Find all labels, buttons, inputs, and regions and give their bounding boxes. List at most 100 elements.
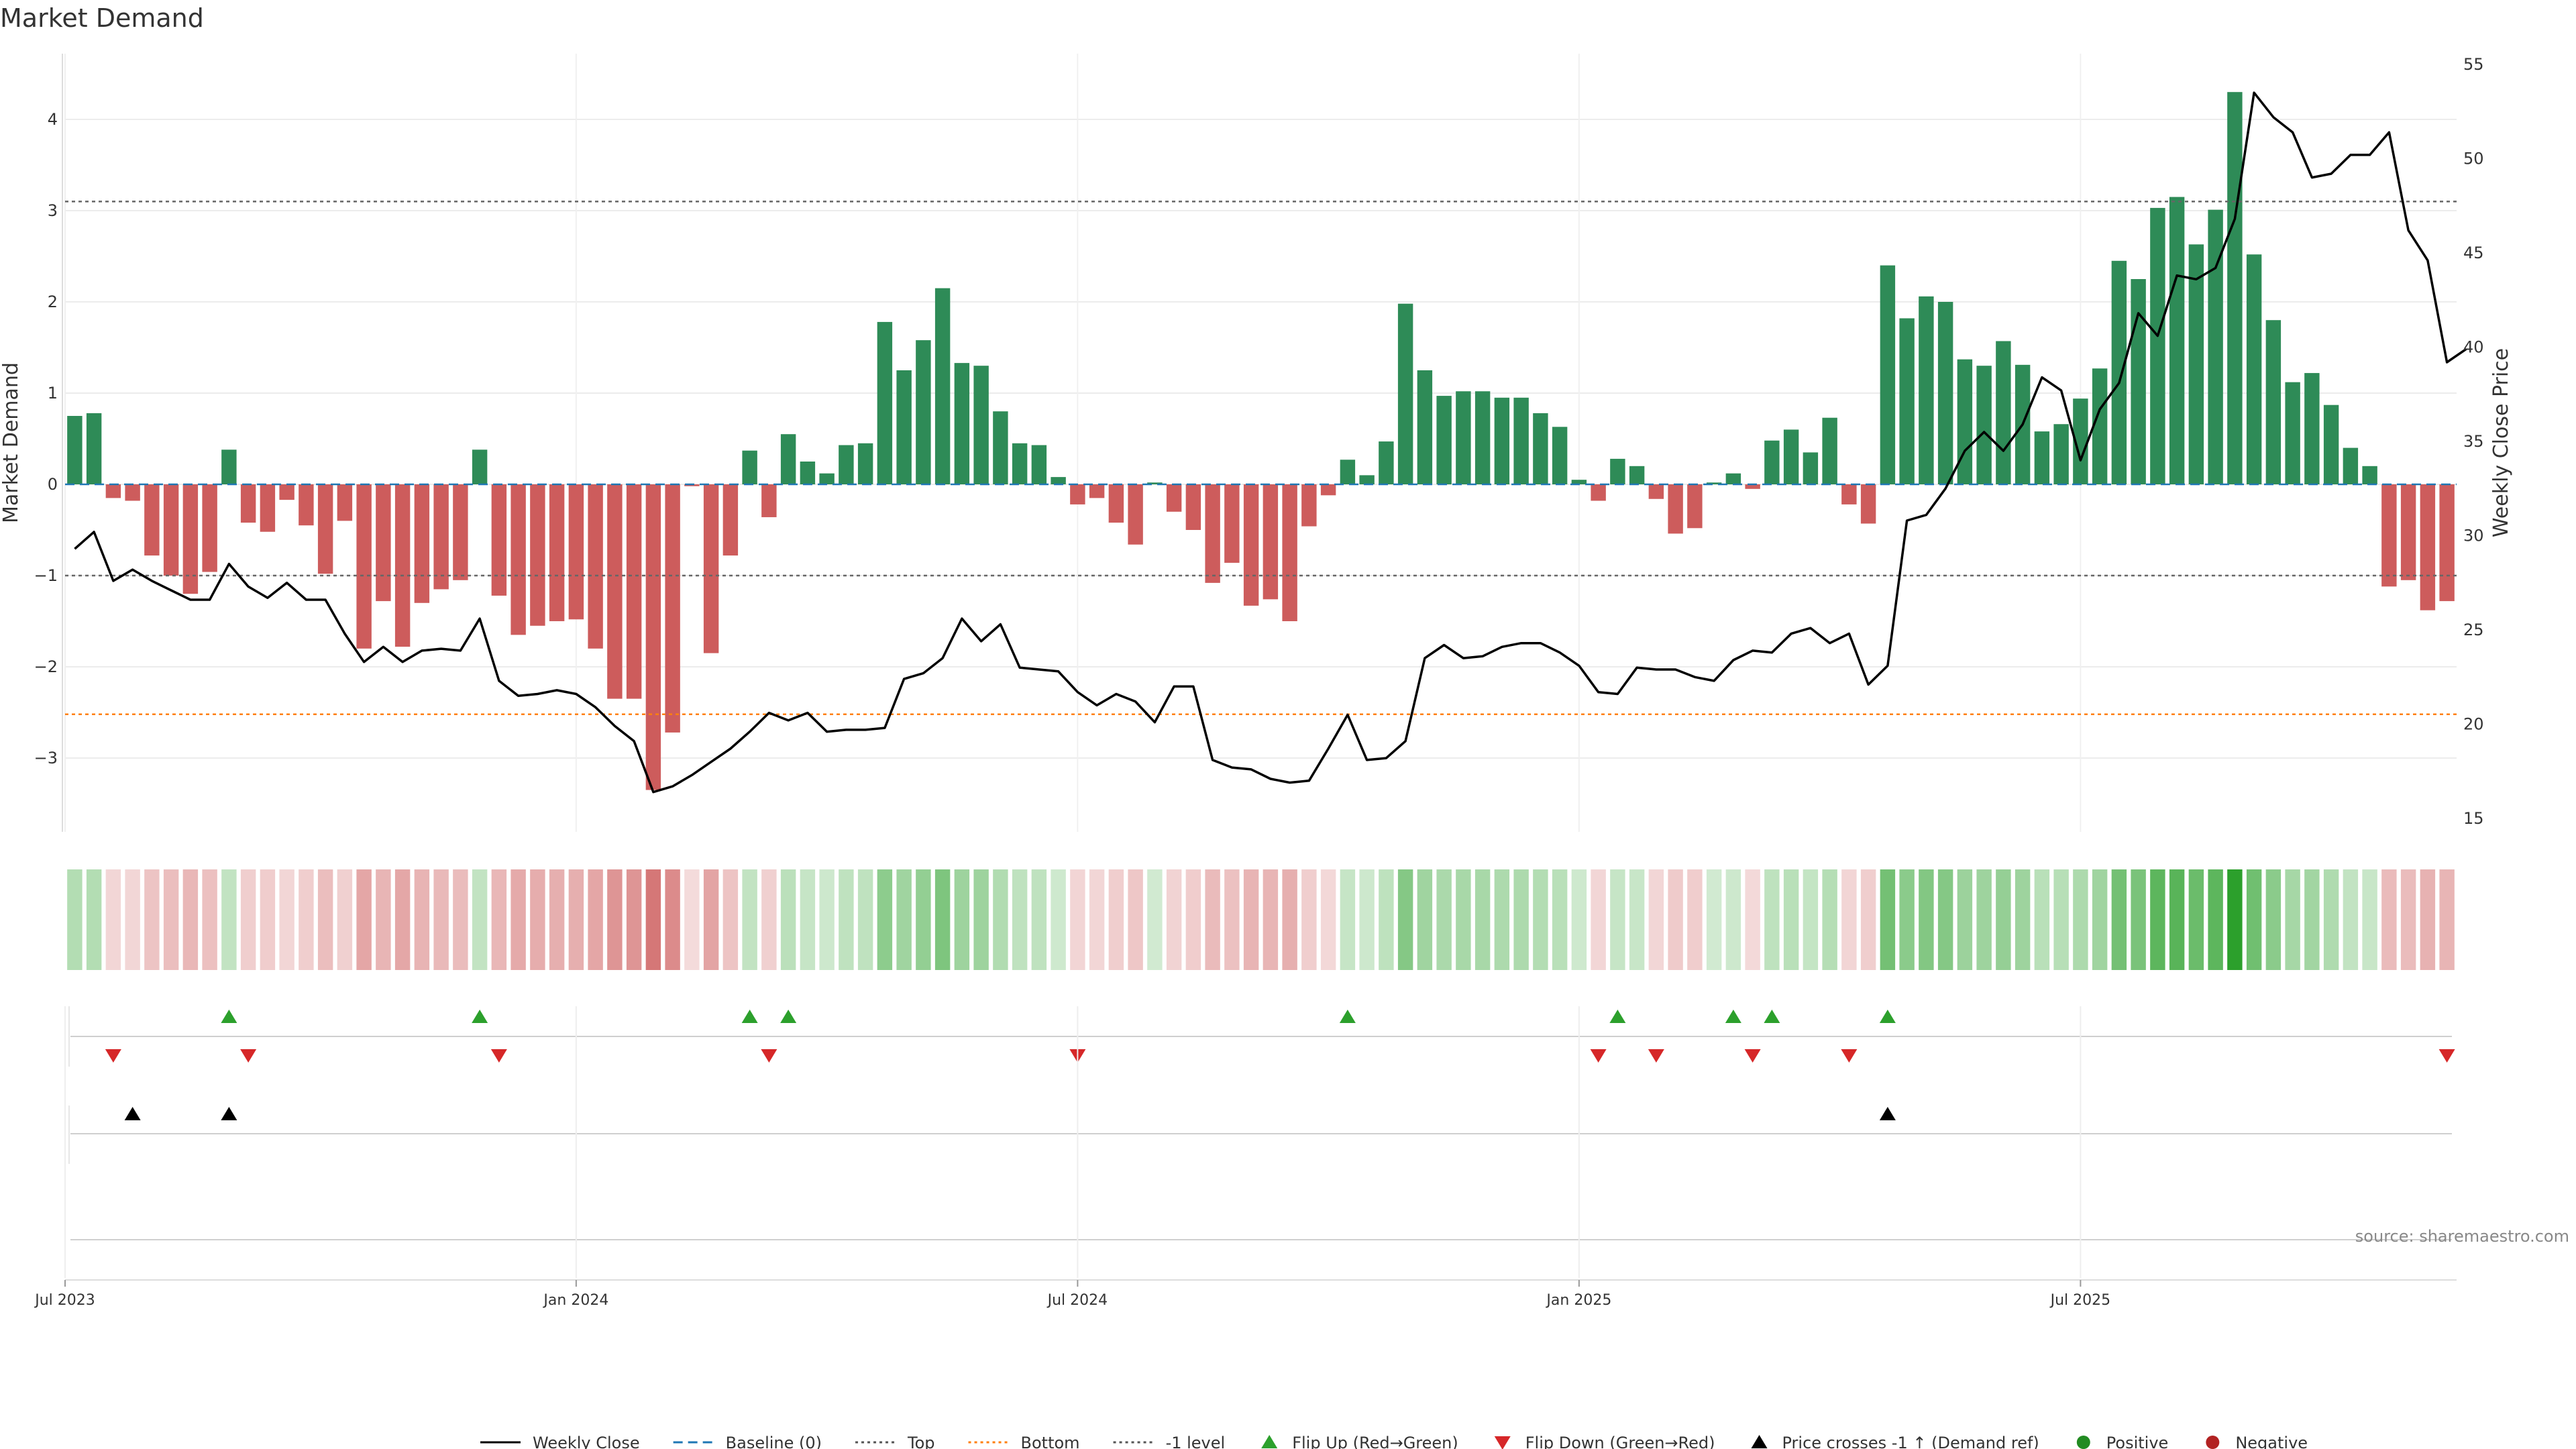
heat-cell	[1205, 869, 1220, 970]
demand-bars	[67, 92, 2455, 790]
heat-cell	[684, 869, 700, 970]
heat-cell	[1166, 869, 1182, 970]
demand-bar	[1108, 484, 1124, 523]
demand-bar	[722, 484, 739, 556]
demand-bar	[2188, 244, 2204, 484]
demand-bar	[1282, 484, 1297, 621]
heat-cell	[491, 869, 507, 970]
demand-bar	[2034, 431, 2050, 484]
legend-symbol-circle	[2076, 1436, 2090, 1449]
heat-cell	[1899, 869, 1915, 970]
demand-bar	[954, 363, 970, 484]
y2-axis-ticks: 15 20 25 30 35 40 45 50 55	[2463, 55, 2484, 828]
demand-bar	[2208, 209, 2223, 484]
y2-axis-label: Weekly Close Price	[2489, 348, 2513, 537]
x-tick-label: Jul 2024	[1046, 1292, 1108, 1309]
heat-cell	[800, 869, 816, 970]
demand-bar	[67, 416, 83, 484]
heat-cell	[86, 869, 102, 970]
demand-bar	[1089, 484, 1105, 498]
heat-cell	[1725, 869, 1741, 970]
legend-item-negative: Negative	[2206, 1434, 2308, 1449]
demand-bar	[1051, 477, 1066, 484]
demand-bar	[2285, 382, 2300, 484]
heat-cell	[1108, 869, 1124, 970]
heat-cell	[993, 869, 1008, 970]
demand-bar	[1012, 443, 1028, 484]
heat-cell	[2131, 869, 2146, 970]
heat-cell	[588, 869, 603, 970]
heat-cell	[1745, 869, 1760, 970]
legend-item-flip-up-red-green: Flip Up (Red→Green)	[1261, 1434, 1458, 1449]
flip-down-marker	[1648, 1049, 1664, 1063]
heat-cell	[2304, 869, 2320, 970]
y2-tick-label: 15	[2463, 809, 2484, 828]
flip-up-marker	[1764, 1010, 1780, 1023]
heat-cell	[645, 869, 661, 970]
heat-cell	[2015, 869, 2031, 970]
demand-bar	[2439, 484, 2455, 602]
demand-bar	[1610, 458, 1625, 484]
heat-cell	[1783, 869, 1799, 970]
heat-cell	[973, 869, 989, 970]
heat-cell	[1629, 869, 1645, 970]
heat-cell	[299, 869, 314, 970]
heat-cell	[2227, 869, 2243, 970]
demand-bar	[1397, 303, 1413, 484]
demand-bar	[2304, 373, 2320, 484]
heat-cell	[877, 869, 893, 970]
heat-cell	[1359, 869, 1375, 970]
demand-bar	[1687, 484, 1703, 529]
demand-bar	[645, 484, 661, 790]
demand-bar	[665, 484, 680, 733]
heat-cell	[1860, 869, 1876, 970]
demand-bar	[703, 484, 719, 653]
heat-cell	[1051, 869, 1066, 970]
legend-item-price-crosses-1-demand-ref: Price crosses -1 ↑ (Demand ref)	[1751, 1434, 2039, 1449]
demand-bar	[394, 484, 411, 647]
price-cross-marker	[1879, 1107, 1896, 1120]
y-axis-ticks: −3 −2 −1 0 1 2 3 4	[34, 110, 58, 767]
demand-bar	[1031, 445, 1047, 484]
demand-bar	[1571, 480, 1587, 484]
heat-cell	[1224, 869, 1240, 970]
demand-bar	[2362, 466, 2377, 484]
heat-cell	[568, 869, 584, 970]
demand-bar	[2169, 197, 2185, 484]
y2-tick-label: 35	[2463, 432, 2484, 451]
heat-cell	[1919, 869, 1934, 970]
heat-cell	[1976, 869, 1992, 970]
demand-bar	[511, 484, 526, 635]
heat-cell	[1320, 869, 1336, 970]
heat-cell	[626, 869, 642, 970]
demand-bar	[1320, 484, 1336, 496]
heat-cell	[1513, 869, 1529, 970]
demand-bar	[453, 484, 468, 580]
demand-bar	[2343, 447, 2359, 484]
heat-cell	[2285, 869, 2300, 970]
heat-cell	[1474, 869, 1491, 970]
x-tick-label: Jan 2024	[542, 1292, 608, 1309]
demand-bar	[1552, 427, 1568, 484]
heat-cell	[1070, 869, 1085, 970]
heat-cell	[1552, 869, 1568, 970]
demand-bar	[337, 484, 353, 521]
heat-cell	[780, 869, 796, 970]
demand-bar	[1474, 391, 1491, 484]
demand-bar	[1359, 475, 1375, 484]
heat-cell	[414, 869, 430, 970]
demand-bar	[568, 484, 584, 620]
legend-label: Flip Down (Green→Red)	[1525, 1434, 1715, 1449]
flip-up-marker	[1339, 1010, 1356, 1023]
heat-cell	[2092, 869, 2108, 970]
heat-cell	[221, 869, 237, 970]
demand-bar	[125, 484, 140, 501]
legend-item-flip-down-green-red: Flip Down (Green→Red)	[1494, 1434, 1715, 1449]
heat-cell	[954, 869, 970, 970]
y-tick-label: 4	[48, 110, 58, 129]
legend-label: Flip Up (Red→Green)	[1292, 1434, 1458, 1449]
heat-cell	[1494, 869, 1510, 970]
heat-cell	[1417, 869, 1433, 970]
legend-symbol-triangle-down	[1494, 1436, 1511, 1449]
legend-item-baseline-0: Baseline (0)	[673, 1434, 822, 1449]
